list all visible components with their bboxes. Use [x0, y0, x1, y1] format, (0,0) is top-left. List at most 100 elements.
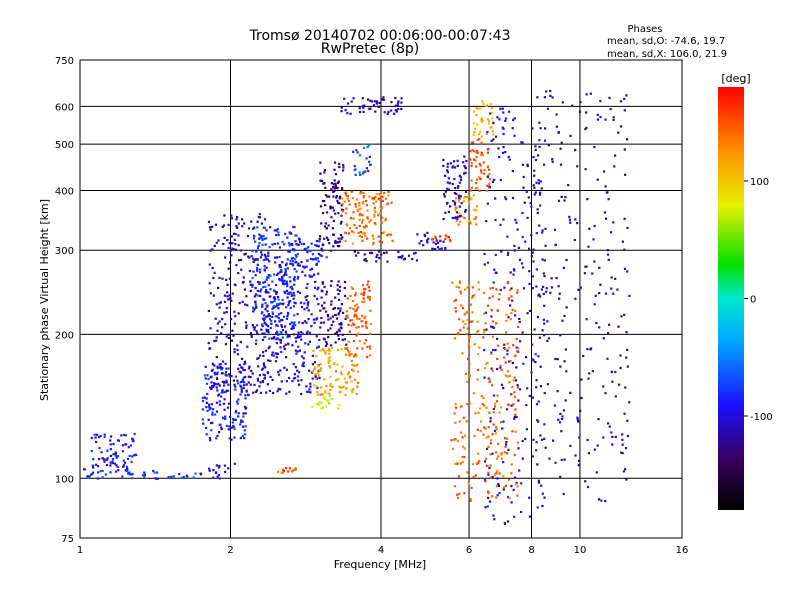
data-point: [233, 310, 236, 313]
data-point: [342, 385, 345, 389]
data-point: [455, 219, 458, 222]
data-point: [298, 336, 301, 339]
data-point: [368, 155, 371, 158]
data-point: [207, 342, 210, 345]
data-point: [489, 476, 492, 479]
data-point: [372, 237, 375, 240]
data-point: [267, 347, 270, 350]
data-point: [152, 469, 155, 473]
data-point: [350, 380, 353, 383]
data-point: [571, 104, 574, 107]
data-point: [472, 133, 475, 136]
data-point: [294, 258, 297, 261]
data-point: [582, 354, 585, 358]
data-point: [479, 177, 482, 181]
data-point: [243, 369, 246, 372]
data-point: [351, 242, 355, 245]
data-point: [520, 482, 523, 485]
data-point: [298, 264, 301, 267]
data-point: [250, 333, 253, 336]
data-point: [354, 310, 357, 313]
data-point: [282, 315, 286, 318]
data-point: [537, 179, 540, 182]
data-point: [325, 256, 328, 259]
data-point: [508, 298, 511, 301]
data-point: [323, 237, 326, 240]
data-point: [324, 389, 327, 392]
data-point: [478, 189, 481, 192]
data-point: [248, 365, 251, 368]
data-point: [316, 288, 319, 291]
data-point: [457, 475, 461, 478]
data-point: [466, 310, 469, 313]
data-point: [513, 395, 517, 398]
data-point: [339, 307, 342, 310]
data-point: [339, 234, 343, 237]
data-point: [407, 254, 411, 257]
data-point: [307, 301, 310, 304]
data-point: [473, 208, 476, 212]
data-point: [244, 362, 247, 365]
data-point: [98, 457, 101, 461]
data-point: [535, 449, 538, 452]
data-point: [492, 121, 495, 125]
data-point: [454, 299, 458, 302]
data-point: [476, 138, 479, 142]
data-point: [354, 205, 357, 208]
data-point: [548, 457, 551, 460]
data-point: [516, 494, 519, 497]
data-point: [217, 382, 220, 385]
data-point: [245, 383, 248, 386]
data-point: [261, 317, 264, 320]
data-point: [489, 417, 492, 420]
data-point: [347, 323, 350, 326]
data-point: [451, 182, 454, 186]
data-point: [535, 403, 539, 406]
data-point: [217, 474, 220, 477]
data-point: [368, 220, 371, 223]
data-point: [532, 359, 535, 362]
data-point: [311, 377, 314, 380]
data-point: [284, 343, 287, 346]
data-point: [458, 420, 461, 423]
data-point: [488, 186, 491, 189]
data-point: [486, 464, 489, 467]
data-point: [379, 197, 382, 200]
data-point: [539, 127, 542, 130]
data-point: [290, 294, 293, 297]
data-point: [586, 198, 589, 201]
data-point: [232, 248, 235, 251]
data-point: [214, 373, 217, 376]
data-point: [502, 475, 505, 478]
data-point: [113, 462, 117, 465]
data-point: [281, 277, 284, 280]
data-point: [559, 334, 562, 337]
data-point: [348, 376, 351, 379]
data-point: [205, 382, 209, 385]
data-point: [234, 388, 237, 391]
data-point: [286, 285, 289, 288]
data-point: [351, 368, 354, 371]
data-point: [461, 307, 465, 310]
data-point: [443, 193, 446, 196]
data-point: [461, 461, 464, 464]
data-point: [477, 107, 480, 110]
data-point: [340, 348, 343, 351]
data-point: [286, 296, 289, 299]
data-point: [351, 287, 354, 290]
data-point: [369, 252, 373, 255]
data-point: [489, 442, 492, 445]
data-point: [307, 246, 310, 249]
data-point: [363, 342, 366, 345]
data-point: [252, 326, 255, 329]
data-point: [588, 227, 591, 230]
point-group: [277, 467, 297, 474]
data-point: [264, 280, 267, 283]
data-point: [223, 214, 226, 217]
data-point: [234, 232, 237, 236]
data-point: [313, 294, 316, 298]
data-point: [215, 386, 218, 389]
data-point: [281, 240, 284, 243]
data-point: [313, 384, 316, 387]
data-point: [215, 241, 218, 244]
